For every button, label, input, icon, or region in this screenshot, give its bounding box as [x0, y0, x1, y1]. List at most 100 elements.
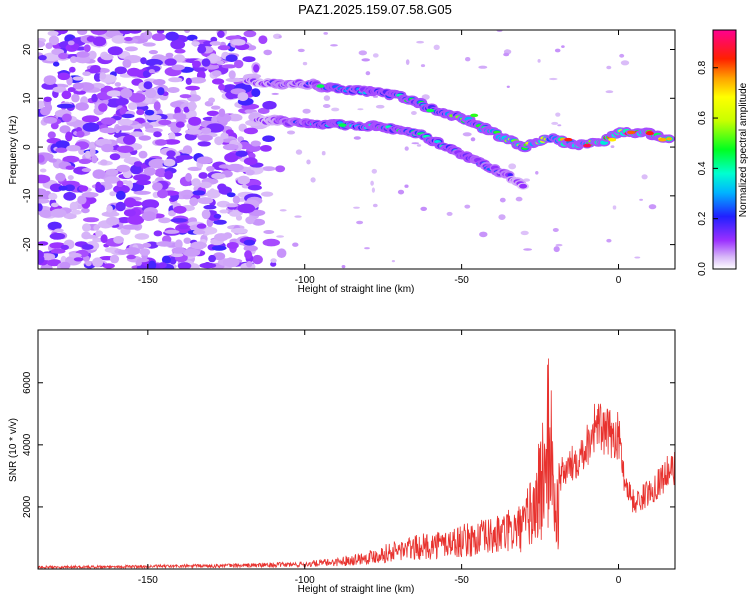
noise-patch: [138, 150, 148, 159]
noise-patch: [219, 209, 229, 214]
noise-patch: [82, 122, 100, 132]
noise-patch: [222, 143, 239, 151]
noise-patch: [67, 40, 75, 46]
noise-patch: [168, 210, 176, 217]
noise-patch: [39, 168, 47, 173]
noise-patch: [206, 166, 215, 172]
noise-patch: [217, 30, 225, 38]
noise-patch: [261, 191, 274, 197]
noise-patch: [188, 77, 207, 84]
noise-patch: [185, 85, 200, 91]
y-tick-label: 6000: [22, 371, 33, 394]
y-tick-label: 4000: [22, 433, 33, 456]
noise-patch: [620, 60, 630, 66]
noise-patch: [52, 86, 67, 93]
snr-ticks: -150 -100 -50 0 2000 4000 6000: [22, 330, 675, 586]
noise-patch: [295, 149, 303, 155]
noise-patch: [197, 45, 207, 54]
noise-patch: [479, 231, 488, 238]
noise-patch: [116, 145, 134, 153]
noise-patch: [99, 127, 117, 134]
noise-patch: [243, 30, 257, 38]
snr-x-label: Height of straight line (km): [298, 584, 415, 595]
noise-patch: [95, 181, 102, 191]
noise-patch: [561, 45, 565, 48]
noise-patch: [115, 190, 126, 200]
noise-patch: [63, 213, 77, 220]
noise-patch: [634, 256, 641, 259]
noise-patch: [153, 131, 162, 138]
noise-patch: [168, 132, 176, 141]
noise-patch: [245, 169, 255, 176]
noise-patch: [145, 58, 163, 67]
noise-patch: [145, 114, 162, 121]
noise-patch: [92, 36, 107, 47]
noise-patch: [109, 153, 121, 161]
noise-patch: [182, 194, 192, 200]
noise-patch: [174, 239, 183, 249]
noise-patch: [372, 53, 379, 58]
noise-patch: [72, 76, 84, 81]
noise-patch: [175, 155, 194, 160]
noise-patch: [153, 101, 161, 111]
noise-patch: [498, 214, 506, 221]
noise-patch: [169, 256, 177, 265]
noise-patch: [77, 30, 88, 35]
noise-patch: [144, 109, 155, 116]
noise-patch: [416, 144, 422, 147]
noise-patch: [184, 30, 191, 34]
noise-patch: [404, 146, 409, 151]
noise-patch: [503, 52, 510, 57]
noise-patch: [62, 155, 80, 163]
noise-patch: [126, 67, 141, 77]
noise-patch: [61, 90, 72, 100]
noise-patch: [270, 258, 277, 263]
noise-patch: [38, 40, 46, 48]
noise-patch: [86, 36, 96, 42]
noise-patch: [357, 108, 364, 111]
noise-patch: [292, 242, 299, 247]
noise-patch: [465, 57, 471, 62]
noise-patch: [214, 136, 224, 146]
noise-patch: [172, 112, 187, 121]
noise-patch: [372, 203, 378, 208]
noise-patch: [75, 102, 89, 111]
noise-patch: [59, 125, 71, 134]
noise-patch: [40, 106, 51, 116]
noise-patch: [535, 171, 539, 175]
noise-patch: [156, 241, 173, 247]
noise-patch: [50, 248, 66, 254]
colorbar: 0.0 0.2 0.4 0.6 0.8 Normalized spectral ampl…: [697, 29, 749, 276]
colorbar-tick-label: 0.4: [697, 161, 708, 175]
noise-patch: [397, 189, 405, 195]
noise-patch: [81, 244, 94, 250]
noise-patch: [196, 156, 213, 165]
noise-patch: [225, 77, 244, 83]
noise-patch: [188, 116, 202, 126]
noise-patch: [38, 198, 50, 204]
noise-patch: [148, 69, 155, 74]
noise-patch: [216, 60, 224, 65]
noise-patch: [196, 223, 207, 229]
noise-patch: [224, 152, 239, 163]
noise-patch: [50, 208, 67, 218]
noise-patch: [244, 250, 253, 259]
noise-patch: [47, 131, 56, 139]
noise-patch: [140, 57, 147, 65]
noise-patch: [50, 202, 59, 208]
noise-patch: [213, 252, 226, 261]
ridge-peak: [627, 130, 636, 135]
noise-patch: [67, 87, 76, 93]
noise-patch: [353, 136, 361, 140]
noise-patch: [82, 255, 90, 262]
noise-patch: [464, 204, 471, 209]
noise-patch: [113, 184, 130, 194]
noise-patch: [143, 30, 153, 40]
colorbar-tick-label: 0.8: [697, 60, 708, 74]
noise-patch: [420, 64, 426, 68]
noise-patch: [73, 90, 86, 95]
noise-patch: [225, 54, 238, 62]
noise-patch: [124, 46, 138, 52]
noise-patch: [606, 65, 612, 70]
noise-patch: [58, 185, 68, 191]
